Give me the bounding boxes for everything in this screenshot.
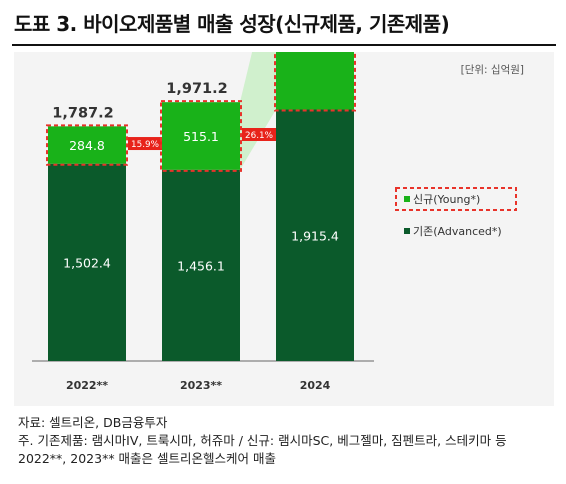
legend-label-existing: 기존(Advanced*) xyxy=(413,225,502,238)
category-label-2: 2024 xyxy=(300,379,331,392)
label-new-1: 515.1 xyxy=(183,129,219,144)
legend-highlight-box xyxy=(395,187,517,211)
bar-existing-2 xyxy=(276,109,354,361)
title-rule xyxy=(12,44,556,46)
label-existing-2: 1,915.4 xyxy=(291,228,339,243)
growth-wedge xyxy=(240,52,276,170)
bar-new-0 xyxy=(48,126,126,164)
highlight-box-1 xyxy=(160,100,242,172)
legend-swatch-new xyxy=(404,196,410,202)
legend-swatch-existing xyxy=(404,228,410,234)
share-badge-1 xyxy=(242,127,276,141)
bar-new-2 xyxy=(276,52,354,110)
note-line: 주. 기존제품: 램시마IV, 트룩시마, 허쥬마 / 신규: 램시마SC, 베… xyxy=(18,433,507,448)
chart-area: [단위: 십억원] 1,502.4 284.8 1,787.2 2022** 15.9% 1… xyxy=(14,52,554,406)
highlight-box-0 xyxy=(46,124,128,166)
bar-existing-0 xyxy=(48,163,126,361)
bar-new-1 xyxy=(162,102,240,170)
page-title: 도표 3. 바이오제품별 매출 성장(신규제품, 기존제품) xyxy=(14,12,450,36)
total-label-0: 1,787.2 xyxy=(52,105,113,121)
unit-label: [단위: 십억원] xyxy=(461,63,524,76)
share-badge-0 xyxy=(128,137,162,151)
label-new-0: 284.8 xyxy=(69,138,105,153)
legend-label-new: 신규(Young*) xyxy=(413,193,480,206)
share-label-0-0: 15.9% xyxy=(131,140,159,150)
bar-existing-1 xyxy=(162,169,240,361)
total-label-1: 1,971.2 xyxy=(166,81,227,97)
label-existing-0: 1,502.4 xyxy=(63,255,111,270)
share-label-1-0: 26.1% xyxy=(245,131,273,141)
label-existing-1: 1,456.1 xyxy=(177,258,225,273)
source-line: 자료: 셀트리온, DB금융투자 xyxy=(18,415,168,430)
category-label-0: 2022** xyxy=(66,379,108,392)
footnotes: 자료: 셀트리온, DB금융투자 주. 기존제품: 램시마IV, 트룩시마, 허… xyxy=(18,414,507,468)
stacked-bar-chart: [단위: 십억원] 1,502.4 284.8 1,787.2 2022** 15.9% 1… xyxy=(32,52,524,392)
note-line-2: 2022**, 2023** 매출은 셀트리온헬스케어 매출 xyxy=(18,451,276,466)
category-label-1: 2023** xyxy=(180,379,222,392)
